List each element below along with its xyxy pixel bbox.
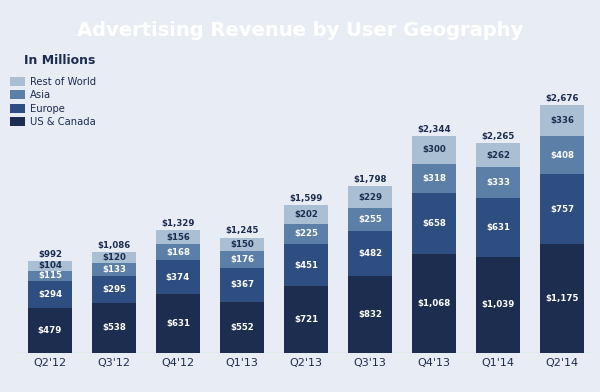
Text: $757: $757 [550, 205, 574, 214]
Bar [28, 281, 72, 309]
Text: $150: $150 [230, 240, 254, 249]
Bar [476, 198, 520, 257]
Text: $1,798: $1,798 [353, 175, 387, 184]
Bar [540, 174, 584, 244]
Bar [92, 263, 136, 276]
Text: $374: $374 [166, 272, 190, 281]
Bar [156, 260, 200, 294]
Text: $1,329: $1,329 [161, 218, 194, 227]
Text: $202: $202 [294, 210, 318, 219]
Text: $120: $120 [102, 253, 126, 262]
Bar [28, 261, 72, 270]
Text: $2,344: $2,344 [417, 125, 451, 134]
Text: $1,599: $1,599 [289, 194, 323, 203]
Text: $295: $295 [102, 285, 126, 294]
Text: $255: $255 [358, 215, 382, 224]
Bar [348, 208, 392, 231]
Text: $1,086: $1,086 [97, 241, 131, 250]
Bar [476, 143, 520, 167]
Text: $631: $631 [166, 319, 190, 328]
Bar [220, 252, 264, 268]
Bar [156, 230, 200, 244]
Text: $482: $482 [358, 249, 382, 258]
Text: $2,265: $2,265 [481, 132, 515, 141]
Text: $658: $658 [422, 219, 446, 228]
Text: $318: $318 [422, 174, 446, 183]
Text: $1,175: $1,175 [545, 294, 578, 303]
Text: $104: $104 [38, 261, 62, 270]
Bar [284, 286, 328, 353]
Bar [156, 244, 200, 260]
Text: Advertising Revenue by User Geography: Advertising Revenue by User Geography [77, 21, 523, 40]
Bar [220, 302, 264, 353]
Text: $538: $538 [102, 323, 126, 332]
Text: $262: $262 [486, 151, 510, 160]
Bar [540, 244, 584, 353]
Text: $229: $229 [358, 192, 382, 201]
Bar [28, 309, 72, 353]
Bar [284, 223, 328, 244]
Bar [348, 231, 392, 276]
Text: $300: $300 [422, 145, 446, 154]
Text: $168: $168 [166, 247, 190, 256]
Text: $1,068: $1,068 [418, 299, 451, 308]
Bar [476, 167, 520, 198]
Text: $225: $225 [294, 229, 318, 238]
Bar [284, 244, 328, 286]
Text: $479: $479 [38, 326, 62, 335]
Text: $294: $294 [38, 290, 62, 299]
Text: $408: $408 [550, 151, 574, 160]
Bar [92, 303, 136, 353]
Bar [284, 205, 328, 223]
Text: $992: $992 [38, 250, 62, 259]
Bar [220, 238, 264, 252]
Text: $336: $336 [550, 116, 574, 125]
Text: $2,676: $2,676 [545, 94, 579, 103]
Bar [476, 257, 520, 353]
Text: $156: $156 [166, 232, 190, 241]
Bar [348, 187, 392, 208]
Bar [28, 270, 72, 281]
Bar [220, 268, 264, 302]
Text: $631: $631 [486, 223, 510, 232]
Text: $115: $115 [38, 271, 62, 280]
Bar [348, 276, 392, 353]
Text: $721: $721 [294, 315, 318, 324]
Text: $133: $133 [102, 265, 126, 274]
Bar [412, 254, 456, 353]
Text: In Millions: In Millions [24, 54, 95, 67]
Text: $832: $832 [358, 310, 382, 319]
Bar [156, 294, 200, 353]
Legend: Rest of World, Asia, Europe, US & Canada: Rest of World, Asia, Europe, US & Canada [8, 76, 97, 128]
Bar [412, 163, 456, 193]
Bar [92, 276, 136, 303]
Text: $333: $333 [486, 178, 510, 187]
Text: $367: $367 [230, 280, 254, 289]
Bar [412, 136, 456, 163]
Bar [92, 252, 136, 263]
Text: $176: $176 [230, 255, 254, 264]
Bar [412, 193, 456, 254]
Text: $1,245: $1,245 [226, 226, 259, 235]
Bar [540, 105, 584, 136]
Text: $552: $552 [230, 323, 254, 332]
Text: $1,039: $1,039 [481, 300, 515, 309]
Text: $451: $451 [294, 261, 318, 270]
Bar [540, 136, 584, 174]
